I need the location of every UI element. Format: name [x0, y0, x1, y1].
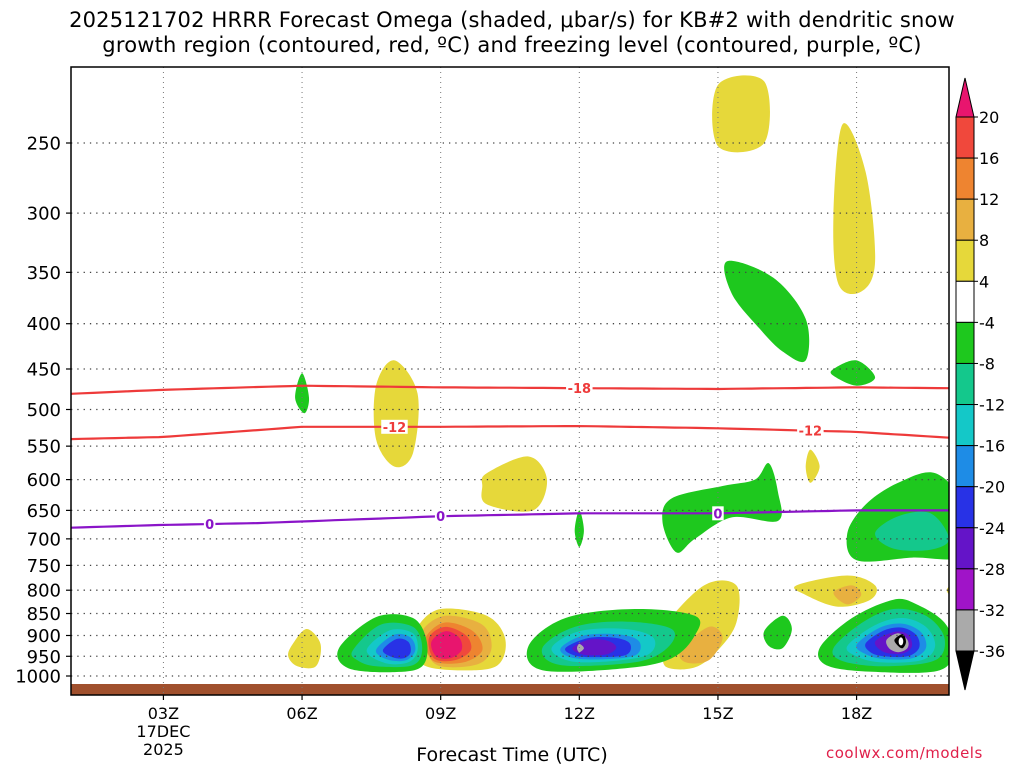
y-tick-label: 600 [27, 470, 61, 491]
y-tick-label: 750 [27, 556, 61, 577]
colorbar-cap-bottom [955, 650, 975, 691]
colorbar-tick-label: 12 [979, 190, 999, 209]
colorbar-cap-top [955, 77, 975, 118]
omega-fill-region [679, 626, 723, 664]
omega-fill-region [288, 629, 322, 669]
y-tick-label: 850 [27, 604, 61, 625]
contour-label: 0 [713, 507, 722, 522]
colorbar-tick-label: -24 [979, 519, 1005, 538]
y-tick-label: 450 [27, 359, 61, 380]
contour-label-bg [566, 381, 593, 396]
y-tick-label: 700 [27, 529, 61, 550]
colorbar-bin [955, 445, 975, 488]
y-tick-label: 800 [27, 581, 61, 602]
source-credit: coolwx.com/models [826, 744, 983, 762]
colorbar-bin [955, 362, 975, 406]
y-tick-label: 900 [27, 626, 61, 647]
y-tick-label: 550 [27, 437, 61, 458]
colorbar-bin [955, 609, 975, 652]
omega-fill-region [712, 75, 770, 153]
colorbar-bin [955, 321, 975, 364]
omega-fill-region [481, 456, 548, 512]
contour-label: 0 [205, 518, 214, 533]
y-tick-label: 300 [27, 204, 61, 225]
colorbar-tick-label: -12 [979, 396, 1005, 415]
x-tick-label: 15Z [702, 704, 733, 723]
colorbar-tick-label: -8 [979, 354, 995, 373]
plot-frame [70, 66, 950, 696]
x-tick-label: 09Z [425, 704, 456, 723]
contour-line [71, 384, 949, 395]
y-tick-label: 1000 [15, 667, 61, 688]
colorbar-tick-label: -32 [979, 601, 1005, 620]
omega-fill-region [431, 631, 463, 659]
colorbar-bin [955, 486, 975, 529]
omega-fill-region [382, 638, 411, 659]
omega-fill-region [574, 510, 584, 547]
colorbar-bin [955, 116, 975, 159]
omega-fill-region [805, 449, 820, 483]
omega-fill-region [763, 615, 792, 650]
y-tick-label: 250 [27, 134, 61, 155]
colorbar-tick-label: -4 [979, 313, 995, 332]
contour-line [71, 509, 949, 529]
chart-title-line-2: growth region (contoured, red, ºC) and f… [102, 33, 922, 57]
omega-fill-region [875, 511, 949, 551]
contour-label-bg [797, 423, 824, 438]
y-tick-label: 400 [27, 314, 61, 335]
colorbar-tick-label: 20 [979, 108, 999, 127]
contour-label: -12 [799, 425, 823, 440]
contour-label-bg [434, 509, 447, 524]
colorbar-tick-label: -20 [979, 478, 1005, 497]
colorbar-bin [955, 239, 975, 282]
colorbar-bin [955, 157, 975, 200]
colorbar-bin [955, 404, 975, 447]
x-tick-sublabel: 17DEC [136, 722, 190, 741]
omega-fill-region [572, 639, 617, 656]
x-axis-label: Forecast Time (UTC) [416, 744, 608, 766]
omega-fill-region [295, 373, 310, 414]
colorbar-bin [955, 198, 975, 241]
omega-fill-region [577, 643, 584, 653]
colorbar-tick-label: 4 [979, 272, 989, 291]
colorbar-tick-label: -36 [979, 642, 1005, 661]
colorbar-bin [955, 280, 975, 323]
colorbar-bin [955, 568, 975, 611]
contour-label: -18 [568, 382, 592, 397]
x-tick-sublabel: 2025 [143, 740, 184, 759]
contour-label: -12 [383, 421, 407, 436]
omega-fill-region [373, 360, 419, 468]
x-tick-label: 06Z [286, 704, 317, 723]
contour-label-bg [203, 517, 216, 532]
contour-label-bg [381, 419, 408, 434]
omega-fill-region [833, 123, 876, 295]
y-tick-label: 950 [27, 647, 61, 668]
y-tick-label: 350 [27, 263, 61, 284]
omega-fill-region [830, 360, 876, 386]
x-tick-label: 12Z [564, 704, 595, 723]
colorbar-tick-label: -28 [979, 560, 1005, 579]
colorbar-tick-label: 16 [979, 149, 999, 168]
chart-title-line-1: 2025121702 HRRR Forecast Omega (shaded, … [69, 8, 955, 32]
x-tick-label: 03Z [148, 704, 179, 723]
colorbar-bin [955, 527, 975, 570]
colorbar-tick-label: -16 [979, 437, 1005, 456]
colorbar-tick-label: 8 [979, 231, 989, 250]
contour-label-bg [712, 506, 724, 521]
omega-fill-region [898, 637, 904, 646]
contour-label: 0 [436, 510, 445, 525]
y-tick-label: 650 [27, 501, 61, 522]
omega-fill-region [724, 260, 810, 363]
y-tick-label: 500 [27, 400, 61, 421]
ground-surface [71, 684, 949, 695]
x-tick-label: 18Z [841, 704, 872, 723]
